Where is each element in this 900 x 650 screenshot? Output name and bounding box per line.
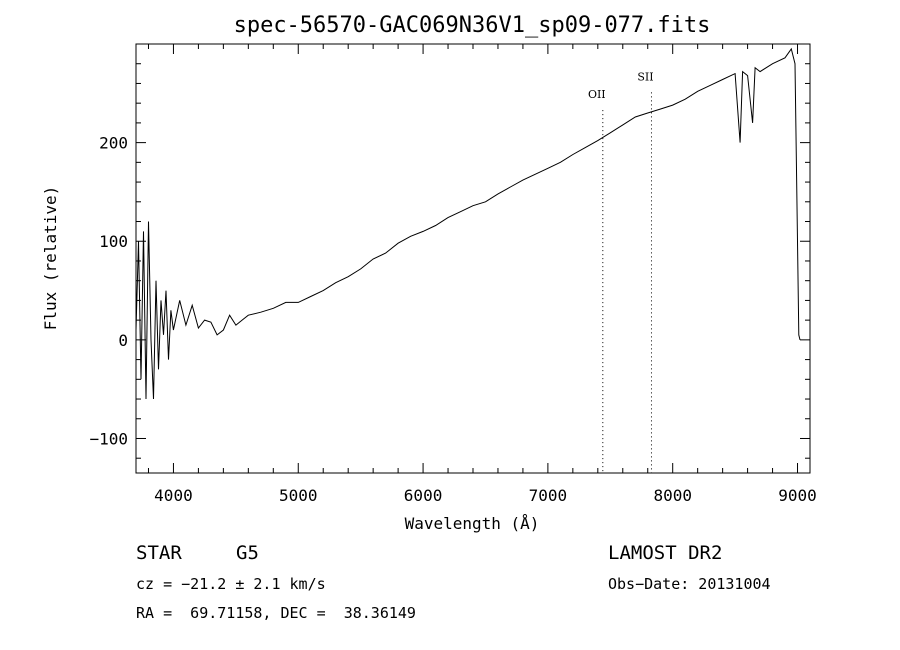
y-tick-label: 100 xyxy=(99,232,128,251)
y-tick-label: 200 xyxy=(99,134,128,153)
line-annotations: OII SII xyxy=(588,70,654,473)
x-tick-label: 6000 xyxy=(404,486,443,505)
x-tick-labels: 4000 5000 6000 7000 8000 9000 xyxy=(154,486,817,505)
x-tick-label: 8000 xyxy=(653,486,692,505)
axis-ticks xyxy=(136,44,810,473)
x-axis-label: Wavelength (Å) xyxy=(405,514,540,533)
observation-date: Obs−Date: 20131004 xyxy=(608,575,771,593)
object-subclass: G5 xyxy=(236,542,259,564)
annotation-label: SII xyxy=(637,70,653,83)
coordinates: RA = 69.71158, DEC = 38.36149 xyxy=(136,604,416,622)
object-class: STAR xyxy=(136,542,182,564)
spectrum-line xyxy=(135,47,801,400)
annotation-label: OII xyxy=(588,88,606,101)
x-tick-label: 9000 xyxy=(778,486,817,505)
x-tick-label: 4000 xyxy=(154,486,193,505)
y-tick-label: 0 xyxy=(118,331,128,350)
x-tick-label: 5000 xyxy=(279,486,318,505)
y-tick-label: −100 xyxy=(89,429,128,448)
y-axis-label: Flux (relative) xyxy=(41,186,60,331)
chart-title: spec-56570-GAC069N36V1_sp09-077.fits xyxy=(234,13,711,38)
redshift-velocity: cz = −21.2 ± 2.1 km/s xyxy=(136,575,326,593)
x-tick-label: 7000 xyxy=(529,486,568,505)
plot-frame xyxy=(135,43,811,474)
y-tick-labels: −100 0 100 200 xyxy=(89,134,128,449)
survey-name: LAMOST DR2 xyxy=(608,542,723,564)
